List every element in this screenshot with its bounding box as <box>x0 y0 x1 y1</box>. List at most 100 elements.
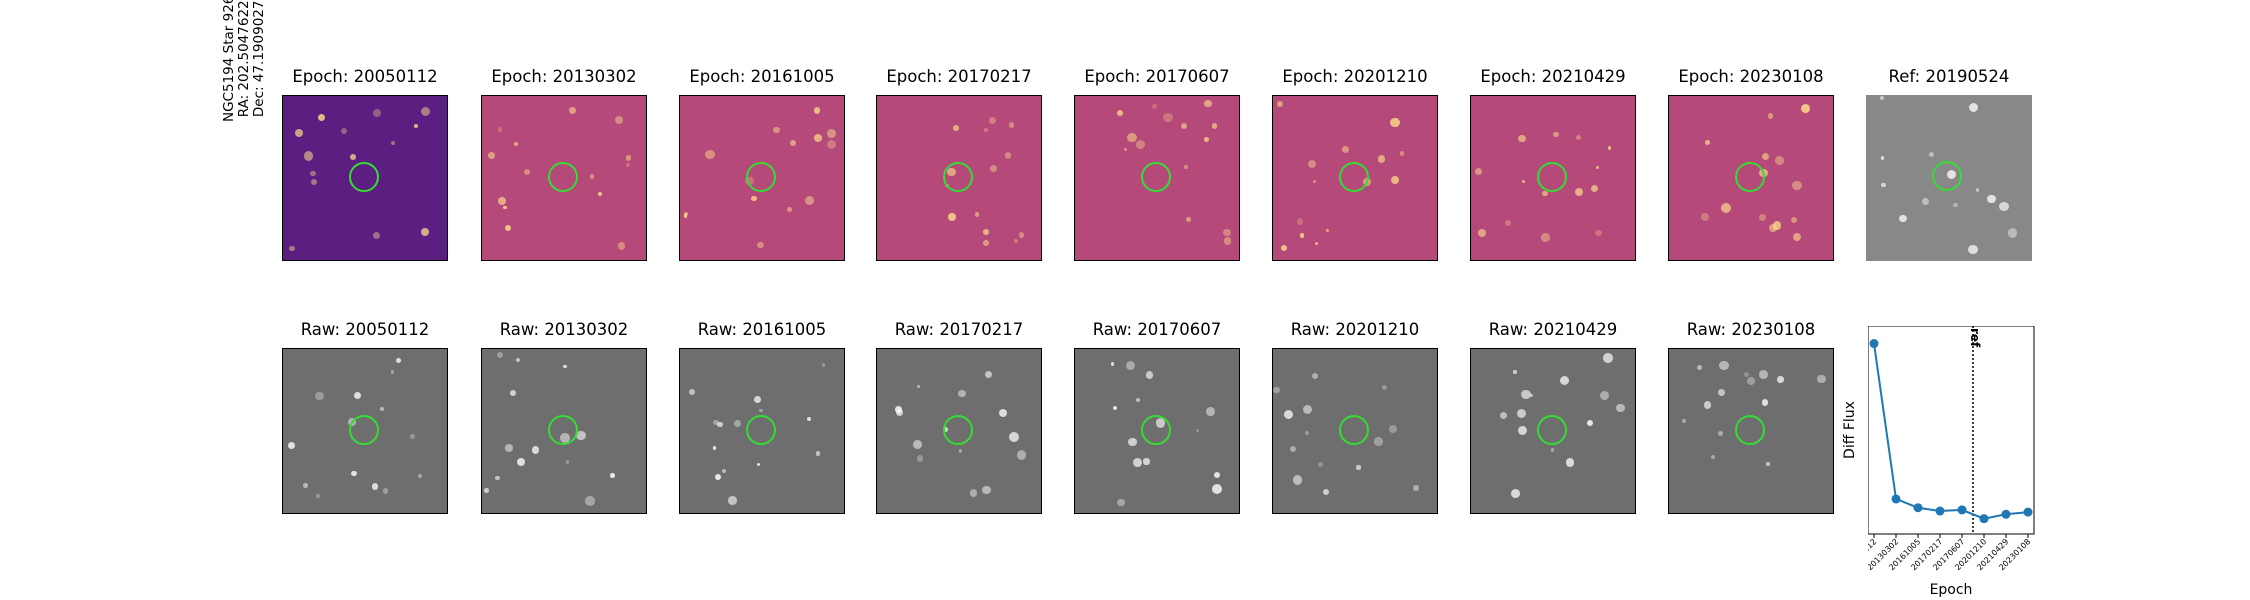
source-blob <box>409 433 415 440</box>
source-blob <box>983 229 990 236</box>
raw-image <box>679 348 845 514</box>
panel-title: Raw: 20161005 <box>697 320 827 339</box>
source-blob <box>1273 386 1280 394</box>
source-blob <box>1560 375 1570 386</box>
aperture-circle <box>1932 161 1962 191</box>
source-blob <box>341 128 348 134</box>
source-blob <box>420 227 430 237</box>
panel-title: Raw: 20170607 <box>1092 320 1222 339</box>
source-blob <box>391 141 396 145</box>
source-blob <box>1281 244 1288 252</box>
source-blob <box>1292 475 1303 485</box>
source-blob <box>414 124 418 128</box>
source-blob <box>753 395 762 404</box>
source-blob <box>315 494 320 499</box>
source-blob <box>1196 429 1200 433</box>
source-blob <box>1116 109 1124 117</box>
source-blob <box>1143 458 1150 465</box>
source-blob <box>1766 462 1771 467</box>
aperture-circle <box>1339 162 1369 192</box>
reference-image <box>1866 95 2032 261</box>
source-blob <box>1682 419 1686 423</box>
source-blob <box>1968 244 1978 254</box>
source-blob <box>1768 113 1774 119</box>
source-blob <box>289 245 295 252</box>
source-blob <box>1718 389 1726 397</box>
source-blob <box>383 488 389 494</box>
source-blob <box>1317 462 1323 468</box>
source-blob <box>757 241 765 249</box>
source-blob <box>1899 215 1907 223</box>
source-blob <box>1313 180 1317 184</box>
source-blob <box>565 460 570 464</box>
difference-image <box>1074 95 1240 261</box>
source-blob <box>1400 151 1405 156</box>
aperture-circle <box>943 162 973 192</box>
source-blob <box>523 168 530 175</box>
difference-image <box>679 95 845 261</box>
source-blob <box>1413 485 1420 492</box>
source-blob <box>1565 458 1575 468</box>
source-blob <box>1817 374 1826 384</box>
star-name: NGC5194 Star 926 <box>221 0 237 122</box>
source-blob <box>497 126 503 132</box>
source-blob <box>756 462 761 467</box>
aperture-circle <box>746 162 776 192</box>
source-blob <box>826 139 836 149</box>
source-blob <box>625 155 632 162</box>
source-blob <box>1717 431 1723 437</box>
source-blob <box>372 231 380 240</box>
raw-image <box>1668 348 1834 514</box>
panel-title: Epoch: 20201210 <box>1282 67 1428 86</box>
panel-title: Epoch: 20210429 <box>1480 67 1626 86</box>
panel-title: Raw: 20230108 <box>1686 320 1816 339</box>
source-blob <box>721 468 726 473</box>
source-blob <box>1374 437 1383 446</box>
source-blob <box>497 196 506 205</box>
source-blob <box>717 421 724 428</box>
source-blob <box>1186 217 1192 223</box>
source-blob <box>1307 160 1316 169</box>
source-blob <box>1928 151 1934 157</box>
source-blob <box>713 419 719 426</box>
source-blob <box>895 405 903 413</box>
source-blob <box>712 446 717 450</box>
source-blob <box>1516 409 1527 419</box>
source-blob <box>805 195 814 205</box>
source-blob <box>1777 376 1784 383</box>
source-blob <box>1775 156 1784 166</box>
source-blob <box>625 162 631 168</box>
source-blob <box>1521 179 1526 184</box>
panel-title: Ref: 20190524 <box>1888 67 2010 86</box>
source-blob <box>1772 221 1782 230</box>
source-blob <box>597 191 602 197</box>
source-blob <box>1576 135 1582 141</box>
source-blob <box>1204 136 1210 142</box>
source-blob <box>1390 117 1401 128</box>
source-blob <box>1125 360 1135 370</box>
source-blob <box>510 390 517 397</box>
source-blob <box>617 242 626 251</box>
source-blob <box>1389 424 1398 433</box>
panel-title: Epoch: 20161005 <box>689 67 835 86</box>
panel-title: Raw: 20170217 <box>894 320 1024 339</box>
source-blob <box>1599 390 1609 400</box>
source-blob <box>1697 364 1703 370</box>
source-blob <box>1382 385 1388 390</box>
aperture-circle <box>1537 415 1567 445</box>
data-point <box>2001 509 2011 519</box>
source-blob <box>1162 112 1173 123</box>
source-blob <box>1595 229 1602 237</box>
source-blob <box>1223 229 1231 237</box>
aperture-circle <box>746 415 776 445</box>
source-blob <box>310 178 317 185</box>
source-blob <box>1792 232 1802 242</box>
source-blob <box>982 485 991 495</box>
source-blob <box>821 363 826 367</box>
source-blob <box>1880 155 1885 160</box>
source-blob <box>589 174 595 179</box>
source-blob <box>372 483 379 490</box>
source-blob <box>1704 140 1710 145</box>
source-blob <box>1792 180 1802 191</box>
star-label: NGC5194 Star 926 RA: 202.5047622 Dec: 47… <box>221 0 267 122</box>
